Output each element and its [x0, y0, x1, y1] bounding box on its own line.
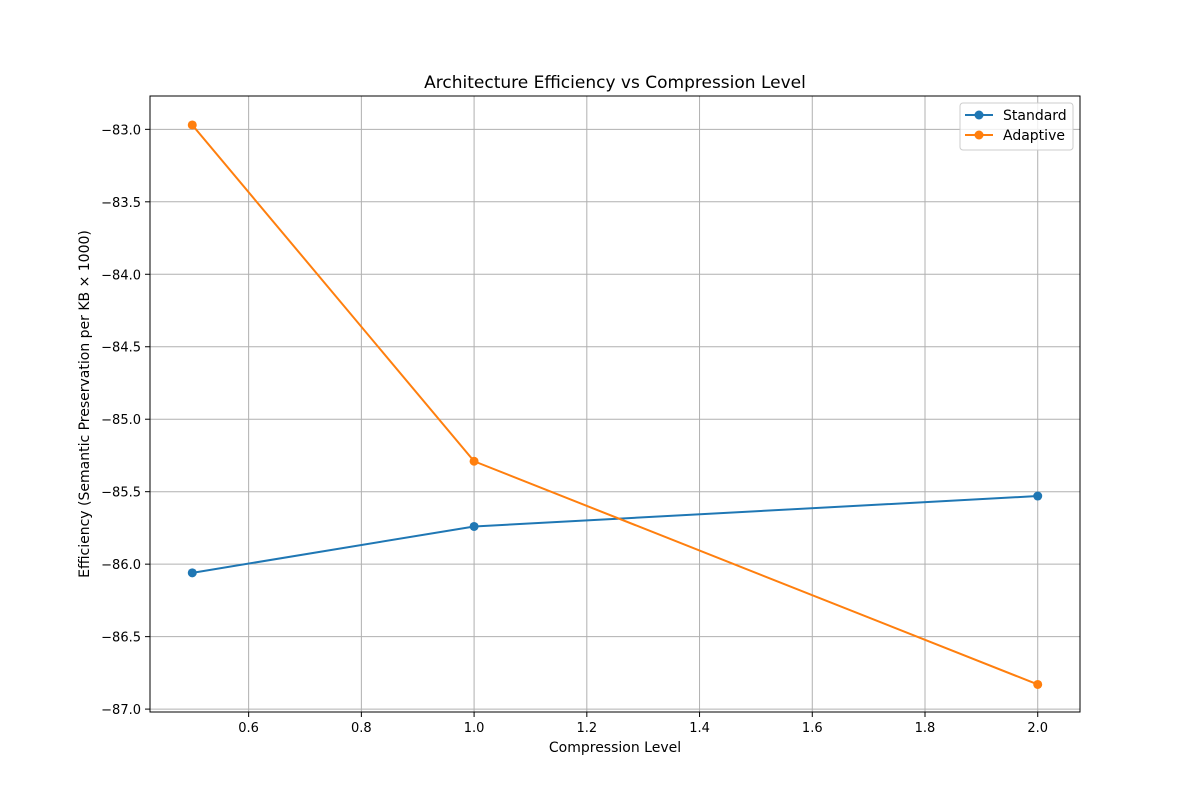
x-tick-label: 1.0 [464, 721, 485, 736]
chart-title: Architecture Efficiency vs Compression L… [424, 73, 806, 93]
grid-lines [150, 96, 1080, 712]
y-tick-label: −83.5 [101, 196, 141, 211]
y-tick-label: −85.0 [101, 413, 141, 428]
y-tick-label: −86.0 [101, 558, 141, 573]
x-tick-label: 0.6 [238, 721, 259, 736]
y-tick-label: −85.5 [101, 486, 141, 501]
y-tick-label: −87.0 [101, 703, 141, 718]
legend-label-standard: Standard [1003, 108, 1067, 124]
x-tick-label: 1.4 [689, 721, 710, 736]
series-layer [187, 120, 1043, 689]
x-tick-label: 0.8 [351, 721, 372, 736]
data-point-adaptive [469, 456, 479, 466]
y-tick-label: −86.5 [101, 631, 141, 646]
legend-marker-standard [974, 110, 984, 120]
x-axis-title: Compression Level [549, 740, 681, 756]
x-tick-label: 1.8 [915, 721, 936, 736]
data-point-standard [187, 568, 197, 578]
legend-marker-adaptive [974, 130, 984, 140]
legend: Standard Adaptive [959, 102, 1074, 151]
data-point-standard [1033, 491, 1043, 501]
y-axis-title: Efficiency (Semantic Preservation per KB… [77, 230, 93, 578]
plot-area-frame [149, 95, 1081, 713]
y-tick-label: −84.0 [101, 268, 141, 283]
x-tick-label: 1.2 [576, 721, 597, 736]
series-line-adaptive [191, 124, 1039, 686]
x-tick-label: 2.0 [1027, 721, 1048, 736]
axis-ticks: 0.6 0.8 1.0 1.2 1.4 1.6 1.8 2.0 −83.0 −83.5 −84.0 −… [101, 123, 1048, 736]
x-tick-label: 1.6 [802, 721, 823, 736]
series-line-standard [192, 495, 1038, 574]
data-point-adaptive [1033, 679, 1043, 689]
data-point-standard [469, 521, 479, 531]
data-point-adaptive [187, 120, 197, 130]
y-tick-label: −83.0 [101, 123, 141, 138]
y-tick-label: −84.5 [101, 341, 141, 356]
legend-label-adaptive: Adaptive [1003, 128, 1065, 144]
